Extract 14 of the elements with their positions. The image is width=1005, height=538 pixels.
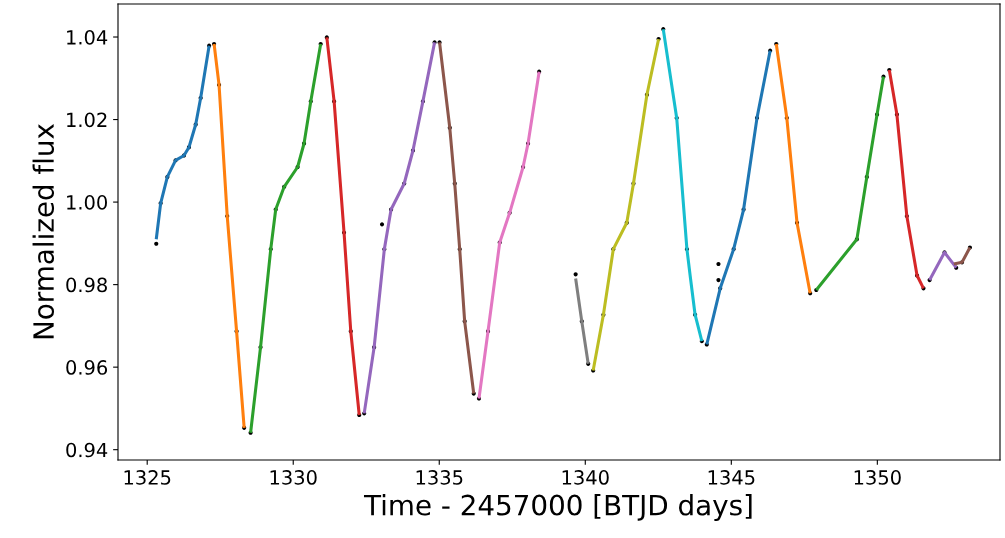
y-tick-label: 1.00: [67, 195, 107, 210]
x-tick-label: 1345: [708, 470, 755, 485]
x-tick-label: 1325: [124, 470, 171, 485]
x-axis-title: Time - 2457000 [BTJD days]: [363, 494, 752, 521]
y-tick-label: 1.02: [67, 112, 107, 128]
x-tick-label: 1330: [270, 470, 317, 485]
x-tick-label: 1335: [416, 470, 463, 485]
y-tick-label: 0.94: [66, 442, 108, 458]
y-axis-title: Normalized flux: [32, 123, 55, 339]
y-tick-label: 0.98: [66, 277, 107, 293]
y-tick-label: 0.96: [66, 360, 108, 375]
x-tick-label: 1340: [562, 470, 609, 485]
y-tick-label: 1.04: [67, 29, 108, 45]
x-tick-label: 1350: [854, 470, 901, 485]
